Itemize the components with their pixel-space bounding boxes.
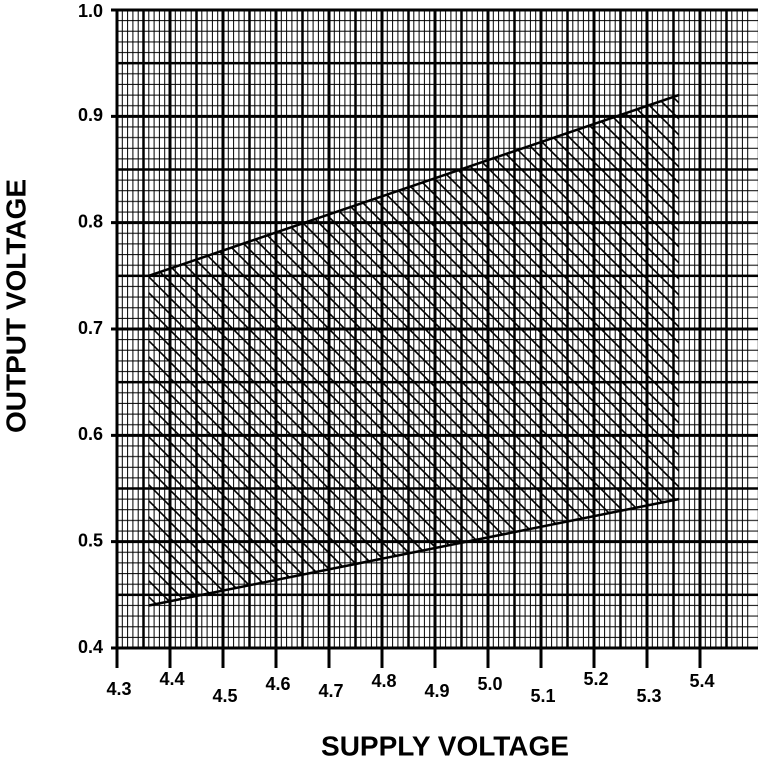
y-tick-label: 0.9 <box>78 105 103 125</box>
upper-limit-line <box>148 93 680 278</box>
x-tick-label: 4.5 <box>212 686 237 706</box>
x-axis-title: SUPPLY VOLTAGE <box>321 730 569 760</box>
y-tick-label: 0.8 <box>78 211 103 231</box>
lower-limit-line <box>148 497 680 607</box>
x-tick-label: 5.2 <box>583 669 608 689</box>
x-tick-label: 4.6 <box>265 674 290 694</box>
x-tick-label: 4.7 <box>318 681 343 701</box>
y-tick-label: 0.5 <box>78 530 103 550</box>
x-tick-label: 4.4 <box>159 669 184 689</box>
x-tick-label: 5.4 <box>689 671 714 691</box>
x-tick-label: 4.3 <box>106 679 131 699</box>
x-tick-label: 5.0 <box>477 674 502 694</box>
x-tick-label: 5.1 <box>530 686 555 706</box>
x-tick-label: 4.8 <box>371 671 396 691</box>
x-tick-label: 5.3 <box>636 686 661 706</box>
hatched-region <box>148 95 679 606</box>
y-tick-label: 0.4 <box>78 637 103 657</box>
y-tick-label: 1.0 <box>78 1 103 21</box>
x-tick-label: 4.9 <box>424 681 449 701</box>
y-tick-label: 0.6 <box>78 424 103 444</box>
y-tick-label: 0.7 <box>78 318 103 338</box>
y-axis-title: OUTPUT VOLTAGE <box>0 179 31 433</box>
